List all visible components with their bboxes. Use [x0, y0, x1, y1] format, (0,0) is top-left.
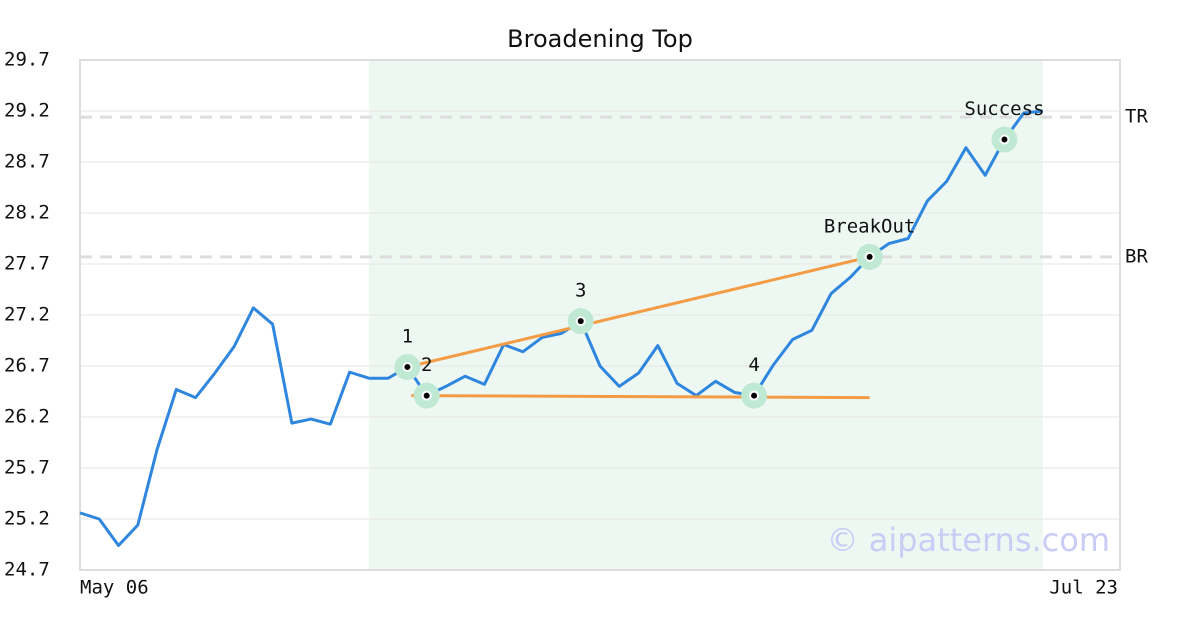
- level-label: BR: [1125, 245, 1148, 267]
- annotation-label: 3: [575, 280, 586, 302]
- y-tick-label: 25.7: [4, 457, 50, 479]
- y-tick-label: 29.7: [4, 49, 50, 71]
- point-dot: [999, 134, 1010, 145]
- point-dot: [749, 390, 760, 401]
- trend-line: [407, 255, 870, 369]
- y-tick-label: 25.2: [4, 508, 50, 530]
- x-tick-label: May 06: [80, 577, 149, 599]
- price-line: [79, 109, 1044, 548]
- x-tick-label: Jul 23: [1049, 577, 1118, 599]
- y-tick-label: 27.7: [4, 253, 50, 275]
- annotation-label: 2: [421, 354, 432, 376]
- annotation-label: Success: [964, 98, 1044, 120]
- watermark: © aipatterns.com: [827, 521, 1110, 559]
- y-tick-label: 24.7: [4, 559, 50, 581]
- y-tick-label: 26.7: [4, 355, 50, 377]
- y-tick-label: 26.2: [4, 406, 50, 428]
- y-tick-label: 27.2: [4, 304, 50, 326]
- y-tick-label: 28.2: [4, 202, 50, 224]
- y-tick-label: 28.7: [4, 151, 50, 173]
- annotation-label: BreakOut: [824, 215, 916, 237]
- plot-border: [79, 59, 1121, 571]
- y-tick-label: 29.2: [4, 100, 50, 122]
- point-dot: [402, 362, 413, 373]
- point-dot: [575, 316, 586, 327]
- level-label: TR: [1125, 106, 1148, 128]
- point-dot: [864, 251, 875, 262]
- point-dot: [421, 390, 432, 401]
- trend-line: [411, 394, 870, 400]
- annotation-label: 4: [748, 354, 759, 376]
- annotation-label: 1: [402, 326, 413, 348]
- chart-title: Broadening Top: [507, 25, 693, 53]
